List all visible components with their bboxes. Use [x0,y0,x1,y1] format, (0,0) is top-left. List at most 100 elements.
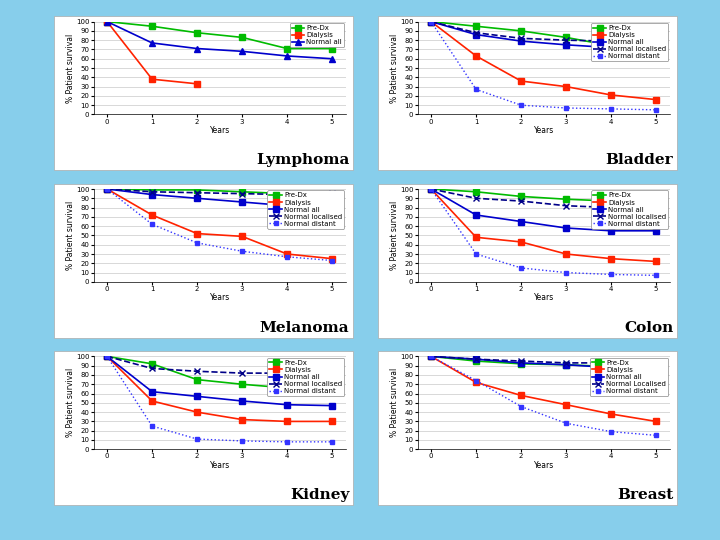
Normal distant [517,265,526,271]
Pre-Dx [193,376,202,383]
Normal all [283,401,292,408]
Normal all [607,44,616,51]
Pre-Dx [562,196,570,202]
Normal distant [562,269,570,276]
Line: Pre-Dx: Pre-Dx [428,354,659,370]
Dialysis [562,251,570,257]
Pre-Dx [427,353,436,360]
Dialysis [148,212,156,218]
X-axis label: Years: Years [534,461,554,470]
Normal localised [652,37,660,43]
Normal distant [148,423,156,429]
Pre-Dx [562,361,570,368]
Pre-Dx [472,358,480,365]
Line: Normal all: Normal all [428,354,659,375]
Text: Colon: Colon [624,321,673,335]
Dialysis [652,258,660,265]
Dialysis [562,83,570,90]
Normal localised [652,195,660,201]
Normal Localised [472,356,480,362]
Dialysis [328,418,336,424]
Text: Lymphoma: Lymphoma [256,153,349,167]
Normal all [283,202,292,209]
Pre-Dx [562,34,570,40]
Dialysis [652,96,660,103]
Dialysis [283,418,292,424]
Y-axis label: % Patient survival: % Patient survival [66,33,75,103]
X-axis label: Years: Years [210,293,230,302]
Dialysis [328,255,336,262]
Normal localised [148,365,156,372]
Line: Dialysis: Dialysis [428,19,659,103]
Pre-Dx [148,187,156,193]
Normal all [517,218,526,225]
Normal distant [283,254,292,260]
Line: Pre-Dx: Pre-Dx [104,19,335,51]
Normal distant [193,240,202,246]
Normal localised [607,38,616,44]
Legend: Pre-Dx, Dialysis, Normal all, Normal Localised, Normal distant: Pre-Dx, Dialysis, Normal all, Normal Loc… [590,358,668,396]
Line: Normal localised: Normal localised [104,354,335,376]
Dialysis [652,418,660,424]
Normal all [328,56,336,62]
Pre-Dx [517,193,526,200]
Normal localised [472,30,480,36]
Normal distant [328,257,336,264]
Dialysis [427,18,436,25]
Normal distant [652,432,660,438]
Dialysis [472,53,480,59]
Normal all [193,393,202,400]
Line: Normal localised: Normal localised [428,19,659,44]
Normal distant [607,271,616,278]
Normal localised [283,191,292,198]
Line: Normal all: Normal all [104,19,335,62]
Normal distant [607,428,616,435]
Normal Localised [607,360,616,366]
Normal Localised [562,360,570,366]
Text: Breast: Breast [617,488,673,502]
Normal distant [652,106,660,113]
Dialysis [103,18,112,25]
Line: Normal all: Normal all [104,354,335,408]
Dialysis [427,353,436,360]
Normal localised [562,37,570,43]
Normal localised [193,190,202,196]
Pre-Dx [517,361,526,367]
Normal all [562,42,570,48]
Line: Pre-Dx: Pre-Dx [104,354,335,391]
Normal localised [472,195,480,201]
Normal distant [103,353,112,360]
Dialysis [517,239,526,245]
Pre-Dx [193,187,202,193]
Dialysis [472,234,480,240]
Line: Dialysis: Dialysis [428,354,659,424]
Legend: Pre-Dx, Dialysis, Normal all, Normal localised, Normal distant: Pre-Dx, Dialysis, Normal all, Normal loc… [267,358,344,396]
Pre-Dx [607,43,616,49]
Legend: Pre-Dx, Dialysis, Normal all: Pre-Dx, Dialysis, Normal all [289,23,344,47]
Normal localised [427,186,436,192]
Text: Kidney: Kidney [290,488,349,502]
Normal localised [238,191,246,197]
Dialysis [517,392,526,399]
Pre-Dx [103,186,112,192]
Line: Normal distant: Normal distant [429,354,658,437]
Line: Pre-Dx: Pre-Dx [428,19,659,51]
Pre-Dx [472,188,480,195]
Dialysis [193,409,202,415]
Normal all [562,361,570,368]
Line: Normal all: Normal all [428,19,659,51]
Normal localised [427,18,436,25]
Y-axis label: % Patient survival: % Patient survival [390,33,399,103]
Line: Normal all: Normal all [104,186,335,211]
Normal distant [562,105,570,111]
Normal all [472,31,480,38]
Normal distant [103,186,112,192]
Pre-Dx [652,45,660,52]
Normal all [193,195,202,201]
Normal distant [562,420,570,427]
Normal all [652,369,660,375]
Normal all [238,199,246,205]
Normal localised [148,188,156,195]
Dialysis [148,398,156,404]
Normal distant [472,86,480,93]
